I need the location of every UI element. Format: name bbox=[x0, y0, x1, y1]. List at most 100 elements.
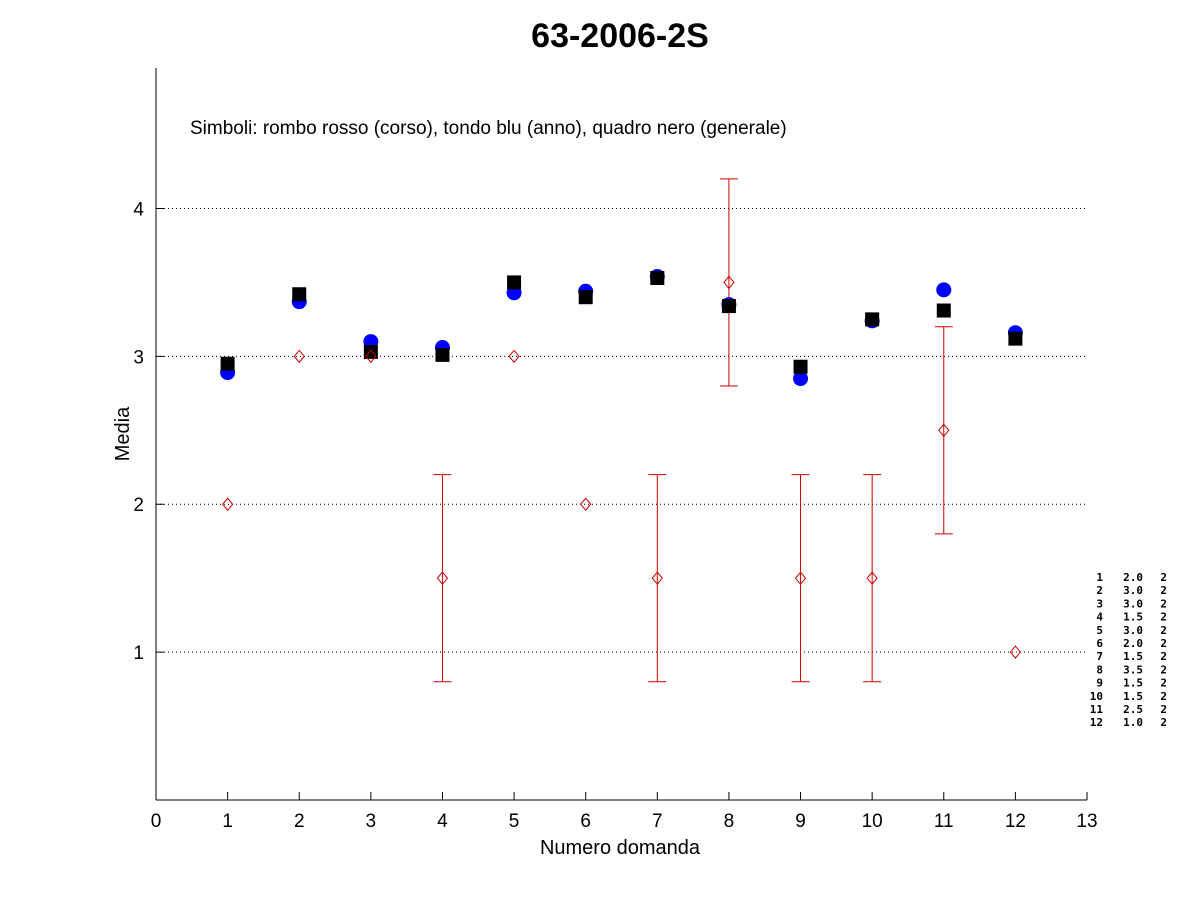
square-point-3 bbox=[363, 344, 378, 359]
circle-point-11 bbox=[936, 282, 952, 298]
side-table-cell: 2 bbox=[1160, 716, 1167, 729]
circle-point-9 bbox=[793, 371, 809, 387]
x-tick-label-3: 3 bbox=[366, 811, 377, 832]
side-table-cell: 3.0 bbox=[1123, 584, 1143, 597]
side-table-cell: 2 bbox=[1160, 703, 1167, 716]
diamond-point-7 bbox=[651, 571, 663, 585]
side-table-row-10: 10 1.5 2 bbox=[1090, 690, 1167, 703]
square-point-10 bbox=[865, 312, 880, 327]
side-table-cell: 2.5 bbox=[1123, 703, 1143, 716]
side-table-cell: 3.5 bbox=[1123, 663, 1143, 676]
square-point-12 bbox=[1008, 331, 1023, 346]
x-tick-label-6: 6 bbox=[580, 811, 591, 832]
x-tick-label-12: 12 bbox=[1005, 811, 1026, 832]
side-table-cell: 2 bbox=[1160, 677, 1167, 690]
side-table-cell: 2 bbox=[1160, 611, 1167, 624]
x-tick-label-9: 9 bbox=[795, 811, 806, 832]
y-tick-label-3: 3 bbox=[133, 347, 144, 368]
diamond-point-10 bbox=[866, 571, 878, 585]
diamond-point-5 bbox=[508, 349, 520, 364]
side-table-cell: 2 bbox=[1160, 624, 1167, 637]
side-table-cell: 3 bbox=[1096, 597, 1103, 610]
side-table-cell: 6 bbox=[1096, 637, 1103, 650]
side-table-cell: 2.0 bbox=[1123, 637, 1143, 650]
side-table-cell: 12 bbox=[1090, 716, 1103, 729]
side-table-cell: 4 bbox=[1096, 611, 1103, 624]
side-table-row-8: 8 3.5 2 bbox=[1096, 663, 1167, 676]
side-table-row-1: 1 2.0 2 bbox=[1096, 571, 1167, 584]
diamond-point-1 bbox=[221, 497, 234, 512]
square-point-2 bbox=[292, 287, 307, 302]
diamond-point-6 bbox=[580, 497, 592, 512]
grid-lines bbox=[156, 207, 1087, 653]
diamond-point-9 bbox=[794, 571, 807, 585]
side-table-cell: 1.5 bbox=[1123, 677, 1143, 690]
square-point-7 bbox=[650, 270, 665, 285]
x-tick-label-0: 0 bbox=[151, 811, 162, 832]
diamond-point-12 bbox=[1009, 645, 1022, 659]
side-table-cell: 2 bbox=[1160, 571, 1167, 584]
error-bars bbox=[433, 178, 953, 683]
square-point-11 bbox=[936, 303, 951, 318]
square-point-9 bbox=[793, 359, 808, 374]
square-point-1 bbox=[220, 356, 235, 371]
side-table-cell: 5 bbox=[1096, 624, 1103, 637]
side-table-cell: 10 bbox=[1090, 690, 1103, 703]
error-bar-8 bbox=[719, 178, 738, 387]
diamond-point-3 bbox=[365, 349, 377, 364]
y-ticks: 1 2 3 4 bbox=[133, 199, 164, 664]
side-table-cell: 2 bbox=[1160, 690, 1167, 703]
side-table-row-6: 6 2.0 2 bbox=[1096, 637, 1167, 650]
side-table-cell: 2 bbox=[1160, 584, 1167, 597]
side-table-cell: 7 bbox=[1096, 650, 1103, 663]
side-table-cell: 1.5 bbox=[1123, 611, 1143, 624]
side-table-cell: 3.0 bbox=[1123, 624, 1143, 637]
y-tick-label-1: 1 bbox=[133, 643, 144, 664]
side-table-cell: 8 bbox=[1096, 663, 1103, 676]
y-tick-label-2: 2 bbox=[133, 495, 144, 516]
side-table-cell: 2 bbox=[1160, 650, 1167, 663]
side-table-row-11: 11 2.5 2 bbox=[1090, 703, 1167, 716]
error-bar-10 bbox=[863, 474, 882, 683]
side-table-cell: 1.0 bbox=[1123, 716, 1143, 729]
side-table-cell: 3.0 bbox=[1123, 597, 1143, 610]
error-bar-7 bbox=[648, 474, 667, 683]
x-ticks: 0 1 2 3 4 5 6 7 8 9 10 11 12 13 bbox=[151, 792, 1098, 832]
x-tick-label-1: 1 bbox=[222, 811, 233, 832]
side-table-row-7: 7 1.5 2 bbox=[1096, 650, 1167, 663]
error-bar-11 bbox=[934, 326, 953, 535]
diamond-point-2 bbox=[293, 349, 305, 364]
side-table-row-5: 5 3.0 2 bbox=[1096, 624, 1167, 637]
square-point-6 bbox=[578, 290, 593, 305]
error-bar-9 bbox=[791, 474, 810, 683]
side-table-row-9: 9 1.5 2 bbox=[1096, 677, 1167, 690]
side-table-row-3: 3 3.0 2 bbox=[1096, 597, 1167, 610]
x-axis-label: Numero domanda bbox=[540, 837, 701, 859]
x-tick-label-7: 7 bbox=[652, 811, 663, 832]
diamond-point-4 bbox=[436, 571, 449, 585]
y-axis-label: Media bbox=[112, 406, 134, 461]
side-table-cell: 11 bbox=[1090, 703, 1104, 716]
side-table-cell: 1.5 bbox=[1123, 650, 1143, 663]
symbol-legend-annotation: Simboli: rombo rosso (corso), tondo blu … bbox=[190, 118, 787, 139]
side-table-cell: 1.5 bbox=[1123, 690, 1143, 703]
square-point-4 bbox=[435, 347, 450, 362]
square-point-5 bbox=[507, 275, 522, 290]
side-table-cell: 2 bbox=[1160, 637, 1167, 650]
diamond-point-8 bbox=[723, 275, 735, 290]
side-table-row-12: 12 1.0 2 bbox=[1090, 716, 1167, 729]
axes bbox=[155, 68, 1087, 801]
side-table-cell: 2 bbox=[1096, 584, 1103, 597]
side-table-cell: 1 bbox=[1096, 571, 1103, 584]
x-tick-label-13: 13 bbox=[1076, 811, 1097, 832]
x-tick-label-10: 10 bbox=[862, 811, 883, 832]
x-tick-label-2: 2 bbox=[294, 811, 305, 832]
x-tick-label-5: 5 bbox=[509, 811, 520, 832]
side-table: 1 2.0 22 3.0 23 3.0 24 1.5 25 3.0 26 2.0 27 1.5 28 3.5 2… bbox=[1090, 571, 1167, 729]
side-table-cell: 2 bbox=[1160, 663, 1167, 676]
y-tick-label-4: 4 bbox=[133, 199, 144, 220]
x-tick-label-8: 8 bbox=[724, 811, 735, 832]
side-table-cell: 9 bbox=[1096, 677, 1103, 690]
x-tick-label-4: 4 bbox=[437, 811, 448, 832]
